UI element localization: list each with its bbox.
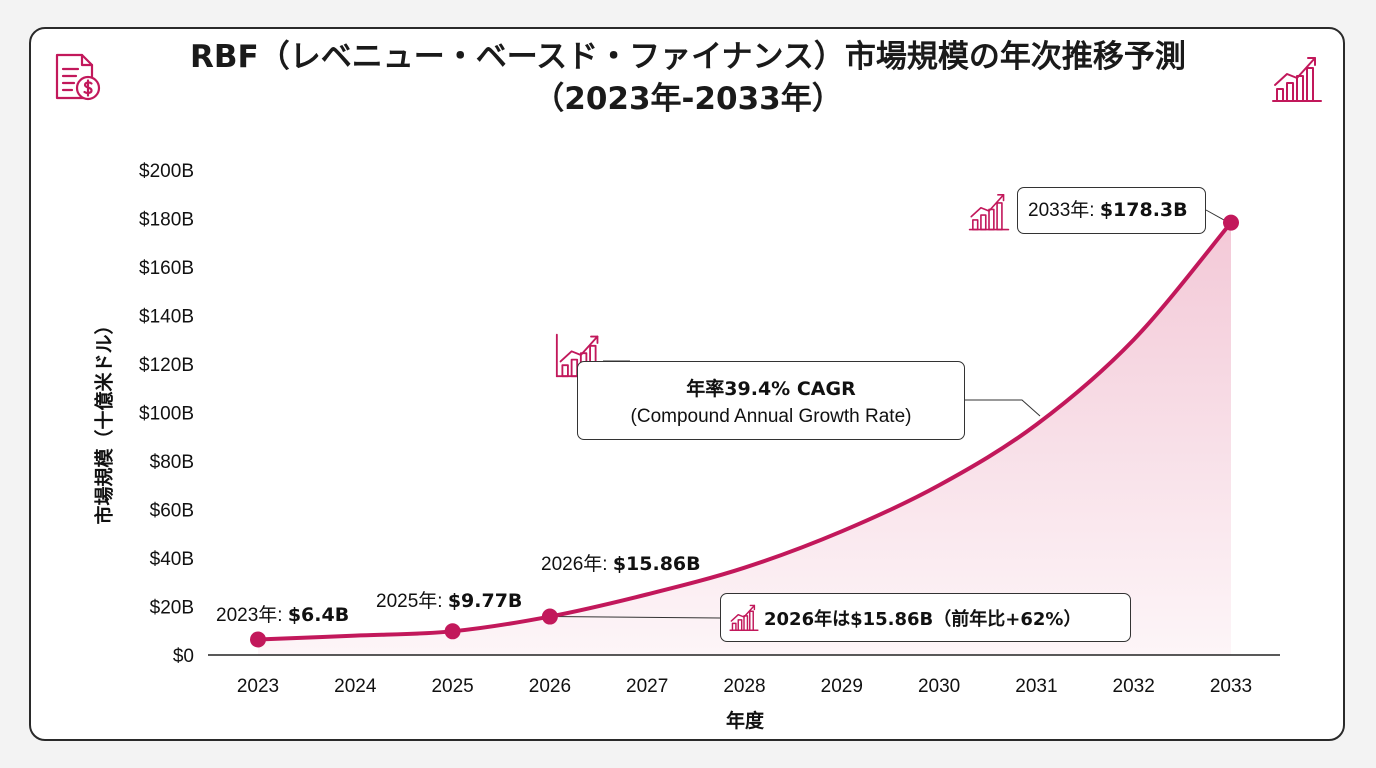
cagr-connector	[965, 399, 1041, 417]
data-point-2023	[250, 631, 266, 648]
y-tick-label: $200B	[139, 161, 194, 182]
x-tick-label: 2023	[237, 676, 279, 697]
y-tick-label: $20B	[150, 598, 194, 619]
data-point-2025	[444, 623, 461, 640]
x-tick-label: 2031	[1015, 676, 1057, 697]
chart-title-line2: （2023年-2033年）	[533, 81, 843, 117]
series-line	[256, 220, 1233, 642]
x-tick-label: 2025	[431, 676, 473, 697]
label-2033-prefix: 2033年:	[1028, 200, 1100, 221]
y-tick-label: $100B	[139, 404, 194, 425]
x-tick-label: 2033	[1210, 676, 1252, 697]
label-2023-value: $6.4B	[287, 604, 350, 626]
label-2033-callout: 2033年: $178.3B	[1017, 187, 1206, 234]
x-tick-label: 2026	[529, 676, 571, 697]
x-tick-label: 2027	[626, 676, 668, 697]
y-tick-label: $120B	[139, 355, 194, 376]
peak-connector	[1205, 209, 1226, 222]
label-2033-value: $178.3B	[1099, 199, 1188, 221]
y-axis-label: 市場規模（十億米ドル）	[93, 315, 116, 525]
label-2026-prefix: 2026年:	[541, 554, 613, 575]
cagr-callout: 年率39.4% CAGR (Compound Annual Growth Rat…	[577, 361, 965, 440]
area-fill	[258, 222, 1231, 655]
y-tick-label: $60B	[150, 501, 194, 522]
growth-chart-icon	[1271, 52, 1323, 108]
x-axis-label: 年度	[725, 710, 765, 732]
data-point-2026	[541, 608, 558, 625]
label-2026: 2026年: $15.86B	[541, 549, 701, 576]
x-tick-label: 2030	[918, 676, 960, 697]
y-tick-label: $160B	[139, 258, 194, 279]
x-tick-label: 2028	[723, 676, 765, 697]
chart-title-line1: RBF（レベニュー・ベースド・ファイナンス）市場規模の年次推移予測	[190, 39, 1186, 75]
x-tick-label: 2032	[1113, 676, 1155, 697]
label-2023-prefix: 2023年:	[216, 605, 288, 626]
x-tick-label: 2024	[334, 676, 377, 697]
label-2025-prefix: 2025年:	[376, 591, 448, 612]
invoice-dollar-icon	[52, 52, 104, 108]
yoy-growth-icon	[729, 602, 759, 637]
yoy-connector	[549, 616, 721, 619]
y-tick-label: $80B	[150, 452, 194, 473]
y-tick-label: $0	[173, 646, 194, 667]
cagr-subtitle: (Compound Annual Growth Rate)	[630, 406, 912, 427]
y-tick-label: $40B	[150, 549, 194, 570]
label-2023: 2023年: $6.4B	[216, 600, 349, 627]
label-2026-value: $15.86B	[612, 553, 701, 575]
data-point-2033	[1223, 214, 1239, 231]
y-tick-label: $140B	[139, 307, 194, 328]
x-tick-label: 2029	[821, 676, 863, 697]
label-2025: 2025年: $9.77B	[376, 586, 522, 613]
y-tick-label: $180B	[139, 210, 194, 231]
yoy-callout: 2026年は$15.86B（前年比+62%）	[720, 593, 1131, 642]
yoy-text: 2026年は$15.86B（前年比+62%）	[764, 609, 1082, 630]
peak-growth-icon	[968, 190, 1010, 236]
cagr-title: 年率39.4% CAGR	[686, 378, 856, 400]
label-2025-value: $9.77B	[447, 590, 523, 612]
chart-title: RBF（レベニュー・ベースド・ファイナンス）市場規模の年次推移予測 （2023年…	[0, 36, 1376, 120]
